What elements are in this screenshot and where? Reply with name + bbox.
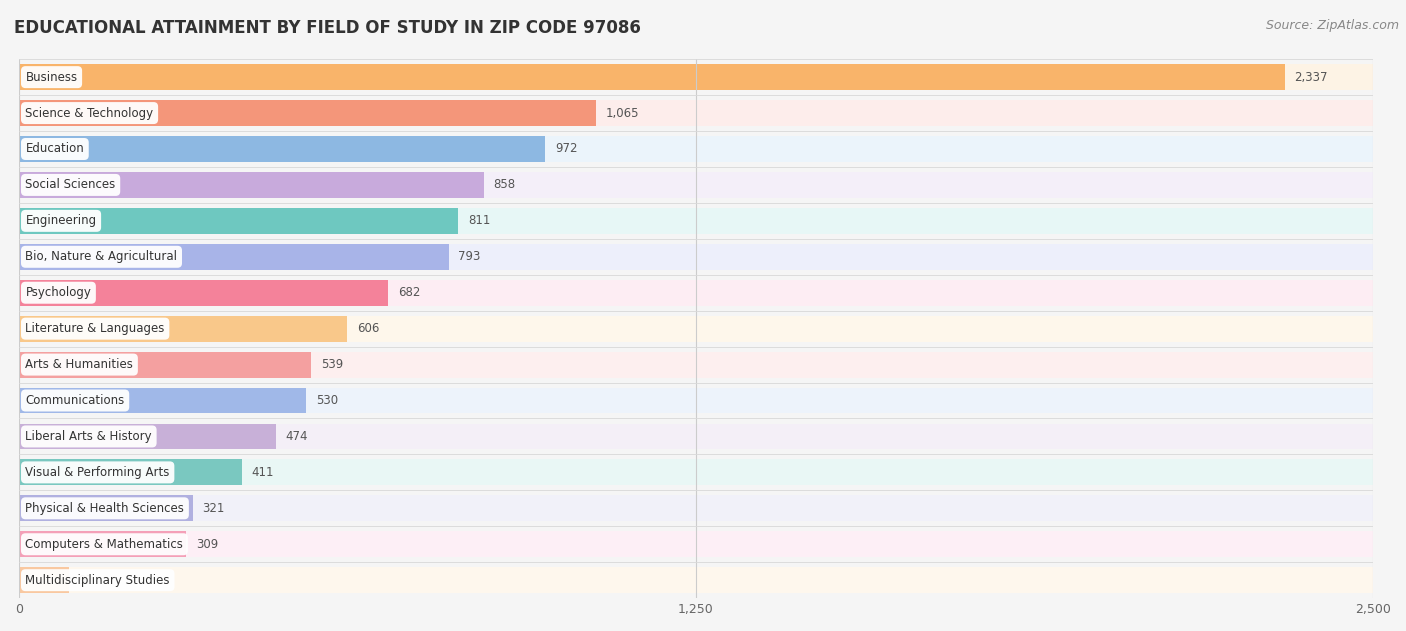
Bar bbox=[20, 459, 1374, 485]
Text: 539: 539 bbox=[321, 358, 343, 371]
Bar bbox=[20, 100, 1374, 126]
Text: Social Sciences: Social Sciences bbox=[25, 179, 115, 191]
Text: 811: 811 bbox=[468, 215, 491, 227]
Bar bbox=[20, 280, 1374, 305]
Bar bbox=[20, 351, 311, 377]
Text: Education: Education bbox=[25, 143, 84, 155]
Text: Business: Business bbox=[25, 71, 77, 84]
Bar bbox=[20, 64, 1374, 90]
Text: Liberal Arts & History: Liberal Arts & History bbox=[25, 430, 152, 443]
Bar bbox=[20, 244, 1374, 269]
Text: 92: 92 bbox=[79, 574, 94, 587]
Bar bbox=[20, 423, 1374, 449]
Bar bbox=[20, 136, 1374, 162]
Bar bbox=[20, 280, 1374, 305]
Bar bbox=[20, 172, 484, 198]
Bar bbox=[20, 495, 1374, 521]
Text: Engineering: Engineering bbox=[25, 215, 97, 227]
Bar bbox=[20, 495, 193, 521]
Bar bbox=[20, 64, 1285, 90]
Text: Computers & Mathematics: Computers & Mathematics bbox=[25, 538, 183, 551]
Bar bbox=[20, 136, 1374, 162]
Bar bbox=[20, 567, 1374, 593]
Bar bbox=[20, 316, 347, 341]
Bar bbox=[20, 100, 1374, 126]
Text: Communications: Communications bbox=[25, 394, 125, 407]
Bar bbox=[20, 100, 596, 126]
Bar bbox=[20, 459, 1374, 485]
Text: EDUCATIONAL ATTAINMENT BY FIELD OF STUDY IN ZIP CODE 97086: EDUCATIONAL ATTAINMENT BY FIELD OF STUDY… bbox=[14, 19, 641, 37]
Text: 530: 530 bbox=[316, 394, 337, 407]
Bar bbox=[20, 423, 1374, 449]
Text: 793: 793 bbox=[458, 251, 481, 263]
Bar bbox=[20, 531, 187, 557]
Text: Multidisciplinary Studies: Multidisciplinary Studies bbox=[25, 574, 170, 587]
Bar bbox=[20, 208, 1374, 234]
Text: Psychology: Psychology bbox=[25, 286, 91, 299]
Bar bbox=[20, 567, 69, 593]
Text: Visual & Performing Arts: Visual & Performing Arts bbox=[25, 466, 170, 479]
Bar bbox=[20, 172, 1374, 198]
Text: 606: 606 bbox=[357, 322, 380, 335]
Bar bbox=[20, 316, 1374, 341]
Text: 682: 682 bbox=[398, 286, 420, 299]
Text: 474: 474 bbox=[285, 430, 308, 443]
Bar bbox=[20, 244, 1374, 269]
Text: 972: 972 bbox=[555, 143, 578, 155]
Text: Source: ZipAtlas.com: Source: ZipAtlas.com bbox=[1265, 19, 1399, 32]
Text: 858: 858 bbox=[494, 179, 516, 191]
Text: 411: 411 bbox=[252, 466, 274, 479]
Text: Arts & Humanities: Arts & Humanities bbox=[25, 358, 134, 371]
Bar bbox=[20, 351, 1374, 377]
Bar bbox=[20, 316, 1374, 341]
Bar bbox=[20, 244, 449, 269]
Bar bbox=[20, 208, 458, 234]
Bar bbox=[20, 495, 1374, 521]
Bar bbox=[20, 387, 307, 413]
Bar bbox=[20, 280, 388, 305]
Bar bbox=[20, 387, 1374, 413]
Bar bbox=[20, 459, 242, 485]
Text: 2,337: 2,337 bbox=[1295, 71, 1329, 84]
Text: Physical & Health Sciences: Physical & Health Sciences bbox=[25, 502, 184, 515]
Text: Science & Technology: Science & Technology bbox=[25, 107, 153, 119]
Bar bbox=[20, 172, 1374, 198]
Text: 1,065: 1,065 bbox=[606, 107, 640, 119]
Text: 309: 309 bbox=[195, 538, 218, 551]
Bar bbox=[20, 387, 1374, 413]
Bar bbox=[20, 208, 1374, 234]
Bar bbox=[20, 423, 276, 449]
Text: Bio, Nature & Agricultural: Bio, Nature & Agricultural bbox=[25, 251, 177, 263]
Bar bbox=[20, 136, 546, 162]
Bar bbox=[20, 531, 1374, 557]
Bar bbox=[20, 567, 1374, 593]
Text: Literature & Languages: Literature & Languages bbox=[25, 322, 165, 335]
Bar bbox=[20, 64, 1374, 90]
Bar bbox=[20, 351, 1374, 377]
Bar bbox=[20, 531, 1374, 557]
Text: 321: 321 bbox=[202, 502, 225, 515]
